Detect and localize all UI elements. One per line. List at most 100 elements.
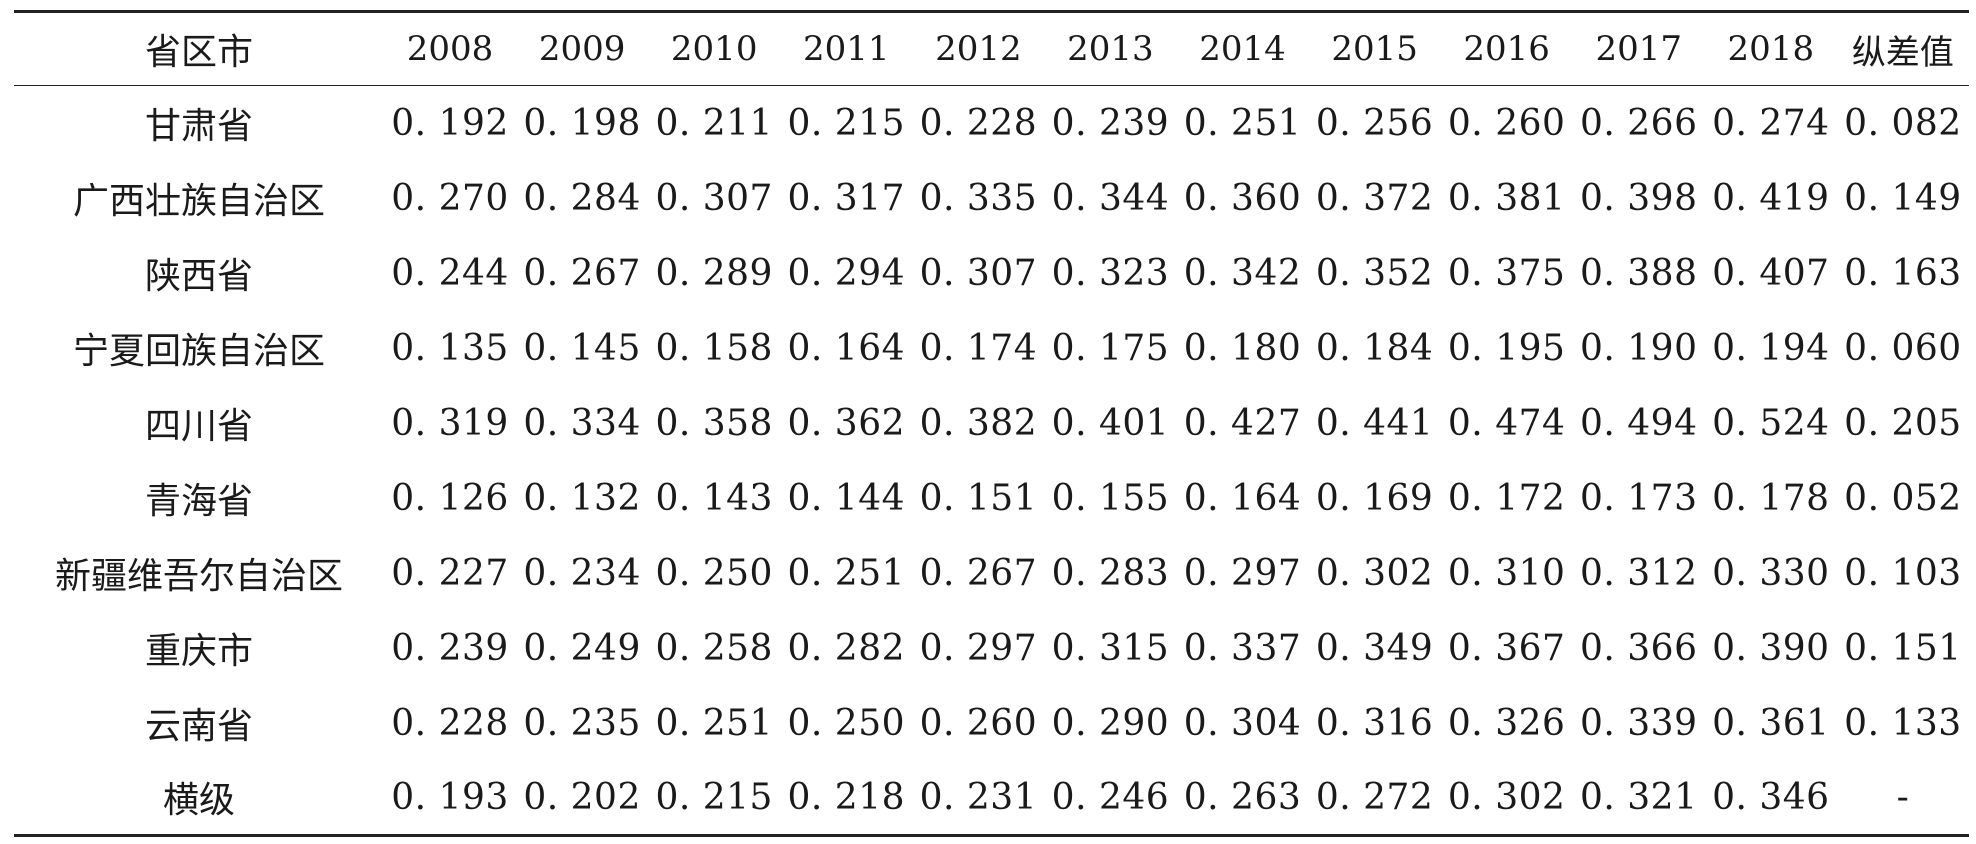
value-cell: 0. 155 <box>1051 477 1170 519</box>
value-cell: 0. 346 <box>1712 776 1830 818</box>
value-cell: 0. 283 <box>1051 552 1170 594</box>
value-cell: 0. 218 <box>787 776 906 818</box>
value-cell: 0. 390 <box>1712 627 1830 669</box>
value-cell: 0. 381 <box>1447 177 1566 219</box>
value-cell: 0. 258 <box>655 627 773 669</box>
value-cell: 0. 375 <box>1447 252 1566 294</box>
value-cell: 0. 362 <box>787 402 906 444</box>
value-cell: 0. 344 <box>1051 177 1170 219</box>
province-cell: 甘肃省 <box>144 106 253 148</box>
value-cell: 0. 251 <box>787 552 906 594</box>
header-year-2009: 2009 <box>538 29 626 69</box>
value-cell: 0. 474 <box>1447 402 1566 444</box>
value-cell: 0. 407 <box>1712 252 1830 294</box>
value-cell: 0. 294 <box>787 252 906 294</box>
value-cell: 0. 195 <box>1447 327 1566 369</box>
value-cell: 0. 133 <box>1844 702 1962 744</box>
value-cell: 0. 239 <box>391 627 509 669</box>
table-row: 陕西省 0. 244 0. 267 0. 289 0. 294 0. 307 0. 323 0… <box>14 236 1969 311</box>
value-cell: 0. 231 <box>919 776 1038 818</box>
value-cell: 0. 205 <box>1844 402 1962 444</box>
value-cell: 0. 441 <box>1315 402 1434 444</box>
value-cell: 0. 151 <box>1844 627 1962 669</box>
value-cell: 0. 266 <box>1579 102 1698 144</box>
value-cell: 0. 297 <box>1183 552 1302 594</box>
value-cell: 0. 326 <box>1447 702 1566 744</box>
value-cell: 0. 227 <box>391 552 509 594</box>
value-cell: 0. 211 <box>655 102 773 144</box>
value-cell: 0. 524 <box>1712 402 1830 444</box>
value-cell: 0. 361 <box>1712 702 1830 744</box>
header-province: 省区市 <box>144 32 253 73</box>
value-cell: 0. 228 <box>919 102 1038 144</box>
value-cell: 0. 175 <box>1051 327 1170 369</box>
value-cell: 0. 274 <box>1712 102 1830 144</box>
value-cell: 0. 382 <box>919 402 1038 444</box>
value-cell: 0. 164 <box>1183 477 1302 519</box>
value-cell: 0. 358 <box>655 402 773 444</box>
value-cell: 0. 307 <box>919 252 1038 294</box>
value-cell: 0. 172 <box>1447 477 1566 519</box>
value-cell: 0. 282 <box>787 627 906 669</box>
value-cell: 0. 330 <box>1712 552 1830 594</box>
value-cell: 0. 323 <box>1051 252 1170 294</box>
value-cell: 0. 151 <box>919 477 1038 519</box>
value-cell: 0. 256 <box>1315 102 1434 144</box>
value-cell: 0. 250 <box>787 702 906 744</box>
header-year-2010: 2010 <box>670 29 758 69</box>
header-year-2008: 2008 <box>406 29 494 69</box>
header-year-2011: 2011 <box>803 29 890 69</box>
value-cell: 0. 289 <box>655 252 773 294</box>
province-cell: 宁夏回族自治区 <box>72 331 325 372</box>
value-cell: 0. 360 <box>1183 177 1302 219</box>
value-cell: 0. 334 <box>523 402 641 444</box>
value-cell: 0. 304 <box>1183 702 1302 744</box>
value-cell: 0. 312 <box>1579 552 1698 594</box>
table-row: 甘肃省 0. 192 0. 198 0. 211 0. 215 0. 228 0. 239 0… <box>14 86 1969 161</box>
value-cell: 0. 337 <box>1183 627 1302 669</box>
header-year-2016: 2016 <box>1463 29 1550 69</box>
value-cell: 0. 244 <box>391 252 509 294</box>
value-cell: 0. 290 <box>1051 702 1170 744</box>
value-cell: 0. 251 <box>1183 102 1302 144</box>
value-cell: 0. 372 <box>1315 177 1434 219</box>
value-cell: 0. 267 <box>919 552 1038 594</box>
value-cell: 0. 215 <box>655 776 773 818</box>
value-cell: 0. 315 <box>1051 627 1170 669</box>
value-cell: 0. 239 <box>1051 102 1170 144</box>
value-cell: 0. 145 <box>523 327 641 369</box>
value-cell: 0. 302 <box>1315 552 1434 594</box>
value-cell: 0. 267 <box>523 252 641 294</box>
value-cell: 0. 317 <box>787 177 906 219</box>
table-row: 四川省 0. 319 0. 334 0. 358 0. 362 0. 382 0. 401 0… <box>14 386 1969 461</box>
table-body: 甘肃省 0. 192 0. 198 0. 211 0. 215 0. 228 0. 239 0… <box>14 86 1969 836</box>
value-cell: 0. 234 <box>523 552 641 594</box>
value-cell: 0. 143 <box>655 477 773 519</box>
value-cell: 0. 235 <box>523 702 641 744</box>
province-cell: 横级 <box>162 780 235 822</box>
value-cell: 0. 388 <box>1579 252 1698 294</box>
value-cell: 0. 319 <box>391 402 509 444</box>
header-year-2018: 2018 <box>1727 29 1815 69</box>
value-cell: 0. 178 <box>1712 477 1830 519</box>
value-cell: - <box>1896 776 1910 818</box>
value-cell: 0. 060 <box>1844 327 1962 369</box>
value-cell: 0. 419 <box>1712 177 1830 219</box>
value-cell: 0. 052 <box>1844 477 1962 519</box>
value-cell: 0. 190 <box>1579 327 1698 369</box>
province-cell: 陕西省 <box>144 256 253 297</box>
value-cell: 0. 158 <box>655 327 773 369</box>
value-cell: 0. 260 <box>919 702 1038 744</box>
value-cell: 0. 339 <box>1579 702 1698 744</box>
header-year-2014: 2014 <box>1199 29 1286 69</box>
data-table-container: 省区市 2008 2009 2010 2011 2012 2013 2014 2… <box>14 10 1969 837</box>
table-row: 广西壮族自治区 0. 270 0. 284 0. 307 0. 317 0. 335 0. … <box>14 161 1969 236</box>
value-cell: 0. 272 <box>1315 776 1434 818</box>
value-cell: 0. 082 <box>1844 102 1962 144</box>
table-row: 重庆市 0. 239 0. 249 0. 258 0. 282 0. 297 0. 315 0… <box>14 611 1969 686</box>
data-table: 省区市 2008 2009 2010 2011 2012 2013 2014 2… <box>14 10 1969 837</box>
value-cell: 0. 401 <box>1051 402 1170 444</box>
value-cell: 0. 144 <box>787 477 906 519</box>
province-cell: 青海省 <box>144 481 253 522</box>
value-cell: 0. 427 <box>1183 402 1302 444</box>
